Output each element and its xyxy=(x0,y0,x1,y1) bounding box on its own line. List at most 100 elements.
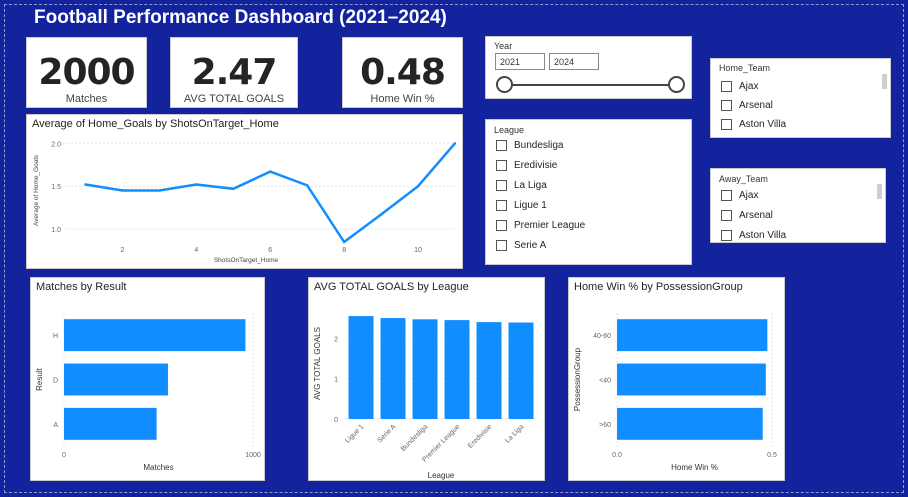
x-tick-label: 8 xyxy=(342,247,346,254)
year-range-start-handle[interactable] xyxy=(496,76,513,93)
home-team-option[interactable]: Ajax xyxy=(721,79,758,94)
home-team-option[interactable]: Arsenal xyxy=(721,98,773,113)
y-tick-label: 1.0 xyxy=(51,227,61,234)
bar[interactable] xyxy=(412,319,438,419)
result-chart-title: Matches by Result xyxy=(36,281,127,293)
home-team-slicer[interactable]: Home_Team Ajax Arsenal Aston Villa xyxy=(710,58,891,138)
x-tick-label: Bundesliga xyxy=(400,423,430,453)
bar[interactable] xyxy=(380,318,406,419)
bar[interactable] xyxy=(64,407,157,440)
y-tick-label: 1.5 xyxy=(51,184,61,191)
y-tick-label: 40-60 xyxy=(593,333,611,340)
checkbox-icon[interactable] xyxy=(496,220,507,231)
year-slicer-title: Year xyxy=(494,41,513,51)
checkbox-icon[interactable] xyxy=(496,140,507,151)
league-option[interactable]: La Liga xyxy=(496,178,547,193)
x-tick-label: 1000 xyxy=(245,452,261,459)
league-chart-card[interactable]: AVG TOTAL GOALS by League 0 1 2 Ligue 1 Seri… xyxy=(308,277,545,481)
year-slicer[interactable]: Year 2021 2024 xyxy=(485,36,692,99)
x-tick-label: La Liga xyxy=(504,423,525,444)
y-axis-label: PossessionGroup xyxy=(573,347,582,411)
league-slicer[interactable]: League Bundesliga Eredivisie La Liga Lig… xyxy=(485,119,692,265)
away-team-option[interactable]: Aston Villa xyxy=(721,228,786,243)
x-tick-label: 0.5 xyxy=(767,452,777,459)
league-option[interactable]: Serie A xyxy=(496,238,546,253)
checkbox-icon[interactable] xyxy=(721,230,732,241)
x-tick-label: 4 xyxy=(194,247,198,254)
x-tick-label: Ligue 1 xyxy=(344,423,365,444)
league-chart-title: AVG TOTAL GOALS by League xyxy=(314,281,469,293)
league-option[interactable]: Premier League xyxy=(496,218,585,233)
checkbox-icon[interactable] xyxy=(721,190,732,201)
bar[interactable] xyxy=(617,319,768,352)
year-start-input[interactable]: 2021 xyxy=(495,53,545,70)
checkbox-icon[interactable] xyxy=(496,200,507,211)
bar[interactable] xyxy=(508,322,534,419)
checkbox-icon[interactable] xyxy=(721,210,732,221)
away-team-option[interactable]: Arsenal xyxy=(721,208,773,223)
kpi-avg-goals-label: AVG TOTAL GOALS xyxy=(183,93,285,105)
y-axis-label: Result xyxy=(35,367,44,390)
y-tick-label: 2.0 xyxy=(51,141,61,148)
bar[interactable] xyxy=(617,407,763,440)
checkbox-icon[interactable] xyxy=(721,100,732,111)
y-axis-label: AVG TOTAL GOALS xyxy=(313,327,322,400)
home-team-option[interactable]: Aston Villa xyxy=(721,117,786,132)
league-option[interactable]: Bundesliga xyxy=(496,138,563,153)
data-point xyxy=(416,185,420,188)
x-tick-label: Serie A xyxy=(376,423,397,444)
x-tick-label: 0 xyxy=(62,452,66,459)
x-tick-label: 6 xyxy=(268,247,272,254)
bar[interactable] xyxy=(444,320,470,419)
away-team-slicer-title: Away_Team xyxy=(719,174,768,184)
kpi-home-win-value: 0.48 xyxy=(360,52,446,93)
data-point xyxy=(453,142,457,145)
kpi-home-win-label: Home Win % xyxy=(370,93,435,105)
data-point xyxy=(158,189,161,192)
bar[interactable] xyxy=(617,363,766,396)
data-point xyxy=(195,183,198,186)
home-team-scrollbar[interactable] xyxy=(882,74,887,89)
possession-chart-title: Home Win % by PossessionGroup xyxy=(574,281,743,293)
year-end-input[interactable]: 2024 xyxy=(549,53,599,70)
away-team-option[interactable]: Ajax xyxy=(721,188,758,203)
x-axis-label: League xyxy=(428,471,455,480)
x-tick-label: 0.0 xyxy=(612,452,622,459)
bar[interactable] xyxy=(348,316,374,419)
kpi-card-avg-goals[interactable]: 2.47 AVG TOTAL GOALS xyxy=(170,37,298,108)
line-chart: 1.0 1.5 2.0 2 4 6 8 10 ShotsOnTarget_Home Average… xyxy=(33,141,457,264)
data-point xyxy=(342,240,346,244)
checkbox-icon[interactable] xyxy=(496,240,507,251)
x-tick-label: 2 xyxy=(120,247,124,254)
away-team-scrollbar[interactable] xyxy=(877,184,882,199)
away-team-slicer[interactable]: Away_Team Ajax Arsenal Aston Villa xyxy=(710,168,886,243)
y-tick-label: A xyxy=(53,422,58,429)
dashboard-title: Football Performance Dashboard (2021–202… xyxy=(34,7,447,28)
bar[interactable] xyxy=(64,363,168,396)
y-axis-label: Average of Home_Goals xyxy=(33,154,40,226)
checkbox-icon[interactable] xyxy=(721,119,732,130)
bar[interactable] xyxy=(64,319,246,352)
possession-chart-card[interactable]: Home Win % by PossessionGroup 0.0 0.5 40-6… xyxy=(568,277,785,481)
kpi-card-home-win[interactable]: 0.48 Home Win % xyxy=(342,37,463,108)
data-point xyxy=(84,183,87,186)
league-option[interactable]: Eredivisie xyxy=(496,158,557,173)
y-tick-label: 0 xyxy=(334,417,338,424)
bar[interactable] xyxy=(476,322,502,419)
league-slicer-title: League xyxy=(494,125,525,135)
x-tick-label: Eredivisie xyxy=(467,423,493,449)
result-chart-card[interactable]: Matches by Result 0 1000 H D A Matches Result xyxy=(30,277,265,481)
y-tick-label: H xyxy=(53,333,58,340)
checkbox-icon[interactable] xyxy=(496,160,507,171)
data-point xyxy=(121,189,124,192)
y-tick-label: <40 xyxy=(599,378,611,385)
data-point xyxy=(232,187,235,190)
league-option[interactable]: Ligue 1 xyxy=(496,198,547,213)
checkbox-icon[interactable] xyxy=(721,81,732,92)
series-line xyxy=(85,142,456,244)
x-tick-label: 10 xyxy=(414,247,422,254)
checkbox-icon[interactable] xyxy=(496,180,507,191)
year-range-end-handle[interactable] xyxy=(668,76,685,93)
kpi-card-matches[interactable]: 2000 Matches xyxy=(26,37,147,108)
line-chart-card[interactable]: Average of Home_Goals by ShotsOnTarget_H… xyxy=(26,114,463,269)
